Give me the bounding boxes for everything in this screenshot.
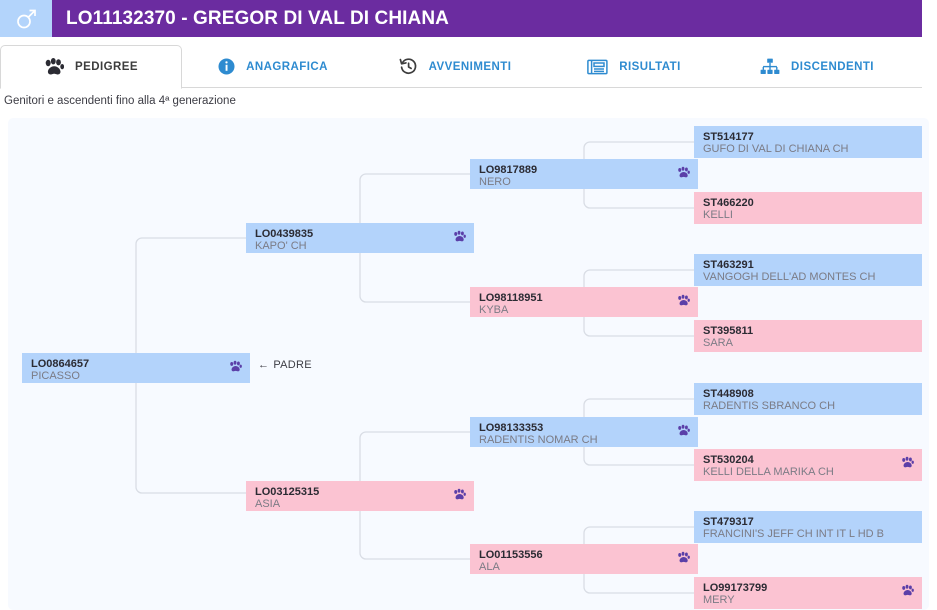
paw-icon bbox=[44, 58, 64, 76]
news-card-icon bbox=[587, 59, 608, 75]
pedigree-box-id: LO0439835 bbox=[255, 228, 314, 240]
padre-legend: ← PADRE bbox=[258, 359, 312, 371]
pedigree-box-name: ALA bbox=[479, 561, 500, 573]
pedigree-box-id: ST463291 bbox=[703, 259, 754, 271]
page-title: LO11132370 - GREGOR DI VAL DI CHIANA bbox=[66, 7, 450, 29]
pedigree-box-id: LO98133353 bbox=[479, 422, 544, 434]
pedigree-box-name: GUFO DI VAL DI CHIANA CH bbox=[703, 143, 849, 155]
tab-label: AVVENIMENTI bbox=[428, 60, 512, 73]
pedigree-box[interactable]: ST530204 KELLI DELLA MARIKA CH bbox=[694, 449, 922, 481]
paw-icon[interactable] bbox=[677, 551, 690, 564]
pedigree-box-id: LO98118951 bbox=[479, 292, 543, 304]
pedigree-box[interactable]: LO98133353 RADENTIS NOMAR CH bbox=[470, 417, 698, 447]
pedigree-box-name: ASIA bbox=[255, 498, 281, 510]
pedigree-box-name: KAPO' CH bbox=[255, 240, 307, 252]
pedigree-box-id: LO01153556 bbox=[479, 549, 543, 561]
tab-discendenti[interactable]: DISCENDENTI bbox=[722, 45, 912, 88]
pedigree-box-name: FRANCINI'S JEFF CH INT IT L HD B bbox=[703, 528, 884, 540]
pedigree-box-name: RADENTIS SBRANCO CH bbox=[703, 400, 836, 412]
pedigree-box-id: ST530204 bbox=[703, 454, 754, 466]
pedigree-box[interactable]: LO9817889 NERO bbox=[470, 159, 698, 189]
history-clock-icon bbox=[399, 57, 418, 76]
pedigree-box-id: LO99173799 bbox=[703, 582, 768, 594]
pedigree-box-name: PICASSO bbox=[31, 370, 80, 382]
pedigree-box-name: KELLI bbox=[703, 209, 733, 221]
male-symbol-icon bbox=[14, 7, 38, 31]
pedigree-box-id: LO03125315 bbox=[255, 486, 320, 498]
padre-arrow-icon: ← bbox=[258, 359, 270, 371]
pedigree-box-id: LO0864657 bbox=[31, 358, 90, 370]
org-tree-icon bbox=[760, 58, 780, 75]
pedigree-box[interactable]: ST466220 KELLI bbox=[694, 192, 922, 224]
tab-label: RISULTATI bbox=[619, 60, 681, 73]
paw-icon[interactable] bbox=[453, 230, 466, 243]
pedigree-canvas: LO0864657 PICASSO LO0439835 KAPO' CH LO03125… bbox=[8, 118, 929, 610]
pedigree-box[interactable]: LO0864657 PICASSO bbox=[22, 353, 250, 383]
tab-label: PEDIGREE bbox=[74, 61, 139, 73]
pedigree-box[interactable]: LO99173799 MERY bbox=[694, 577, 922, 609]
pedigree-box-id: ST514177 bbox=[703, 131, 754, 143]
pedigree-box-id: ST448908 bbox=[703, 388, 754, 400]
page-header: LO11132370 - GREGOR DI VAL DI CHIANA bbox=[0, 0, 922, 37]
pedigree-box[interactable]: ST514177 GUFO DI VAL DI CHIANA CH bbox=[694, 126, 922, 158]
pedigree-box[interactable]: LO03125315 ASIA bbox=[246, 481, 474, 511]
pedigree-box-id: ST466220 bbox=[703, 197, 754, 209]
paw-icon[interactable] bbox=[677, 294, 690, 307]
pedigree-box[interactable]: LO0439835 KAPO' CH bbox=[246, 223, 474, 253]
info-circle-icon bbox=[218, 58, 235, 75]
tab-avvenimenti[interactable]: AVVENIMENTI bbox=[364, 45, 546, 88]
pedigree-box[interactable]: ST463291 VANGOGH DELL'AD MONTES CH bbox=[694, 254, 922, 286]
pedigree-box[interactable]: ST448908 RADENTIS SBRANCO CH bbox=[694, 383, 922, 415]
pedigree-box[interactable]: ST479317 FRANCINI'S JEFF CH INT IT L HD B bbox=[694, 511, 922, 543]
tab-pedigree[interactable]: PEDIGREE bbox=[0, 45, 182, 89]
tab-bar: PEDIGREE ANAGRAFICA AVVENIMENTI bbox=[0, 37, 937, 89]
tab-risultati[interactable]: RISULTATI bbox=[546, 45, 722, 88]
pedigree-subtitle: Genitori e ascendenti fino alla 4ª gener… bbox=[4, 95, 236, 107]
padre-label: PADRE bbox=[273, 359, 312, 371]
pedigree-box[interactable]: LO98118951 KYBA bbox=[470, 287, 698, 317]
gender-badge bbox=[0, 0, 52, 37]
pedigree-box-name: KYBA bbox=[479, 304, 509, 316]
pedigree-box[interactable]: LO01153556 ALA bbox=[470, 544, 698, 574]
paw-icon[interactable] bbox=[677, 166, 690, 179]
paw-icon[interactable] bbox=[901, 456, 914, 469]
pedigree-box-name: SARA bbox=[703, 337, 733, 349]
pedigree-box-name: MERY bbox=[703, 594, 735, 606]
paw-icon[interactable] bbox=[229, 360, 242, 373]
pedigree-box-name: RADENTIS NOMAR CH bbox=[479, 434, 598, 446]
paw-icon[interactable] bbox=[453, 488, 466, 501]
tab-label: DISCENDENTI bbox=[791, 60, 874, 73]
pedigree-box-name: KELLI DELLA MARIKA CH bbox=[703, 466, 834, 478]
paw-icon[interactable] bbox=[677, 424, 690, 437]
pedigree-box-id: ST479317 bbox=[703, 516, 754, 528]
pedigree-panel: LO0864657 PICASSO LO0439835 KAPO' CH LO03125… bbox=[8, 118, 929, 610]
paw-icon[interactable] bbox=[901, 584, 914, 597]
tab-anagrafica[interactable]: ANAGRAFICA bbox=[182, 45, 364, 88]
tab-label: ANAGRAFICA bbox=[246, 60, 328, 73]
pedigree-box-id: LO9817889 bbox=[479, 164, 538, 176]
pedigree-box-name: NERO bbox=[479, 176, 511, 188]
pedigree-box[interactable]: ST395811 SARA bbox=[694, 320, 922, 352]
pedigree-box-name: VANGOGH DELL'AD MONTES CH bbox=[703, 271, 876, 283]
pedigree-box-id: ST395811 bbox=[703, 325, 754, 337]
